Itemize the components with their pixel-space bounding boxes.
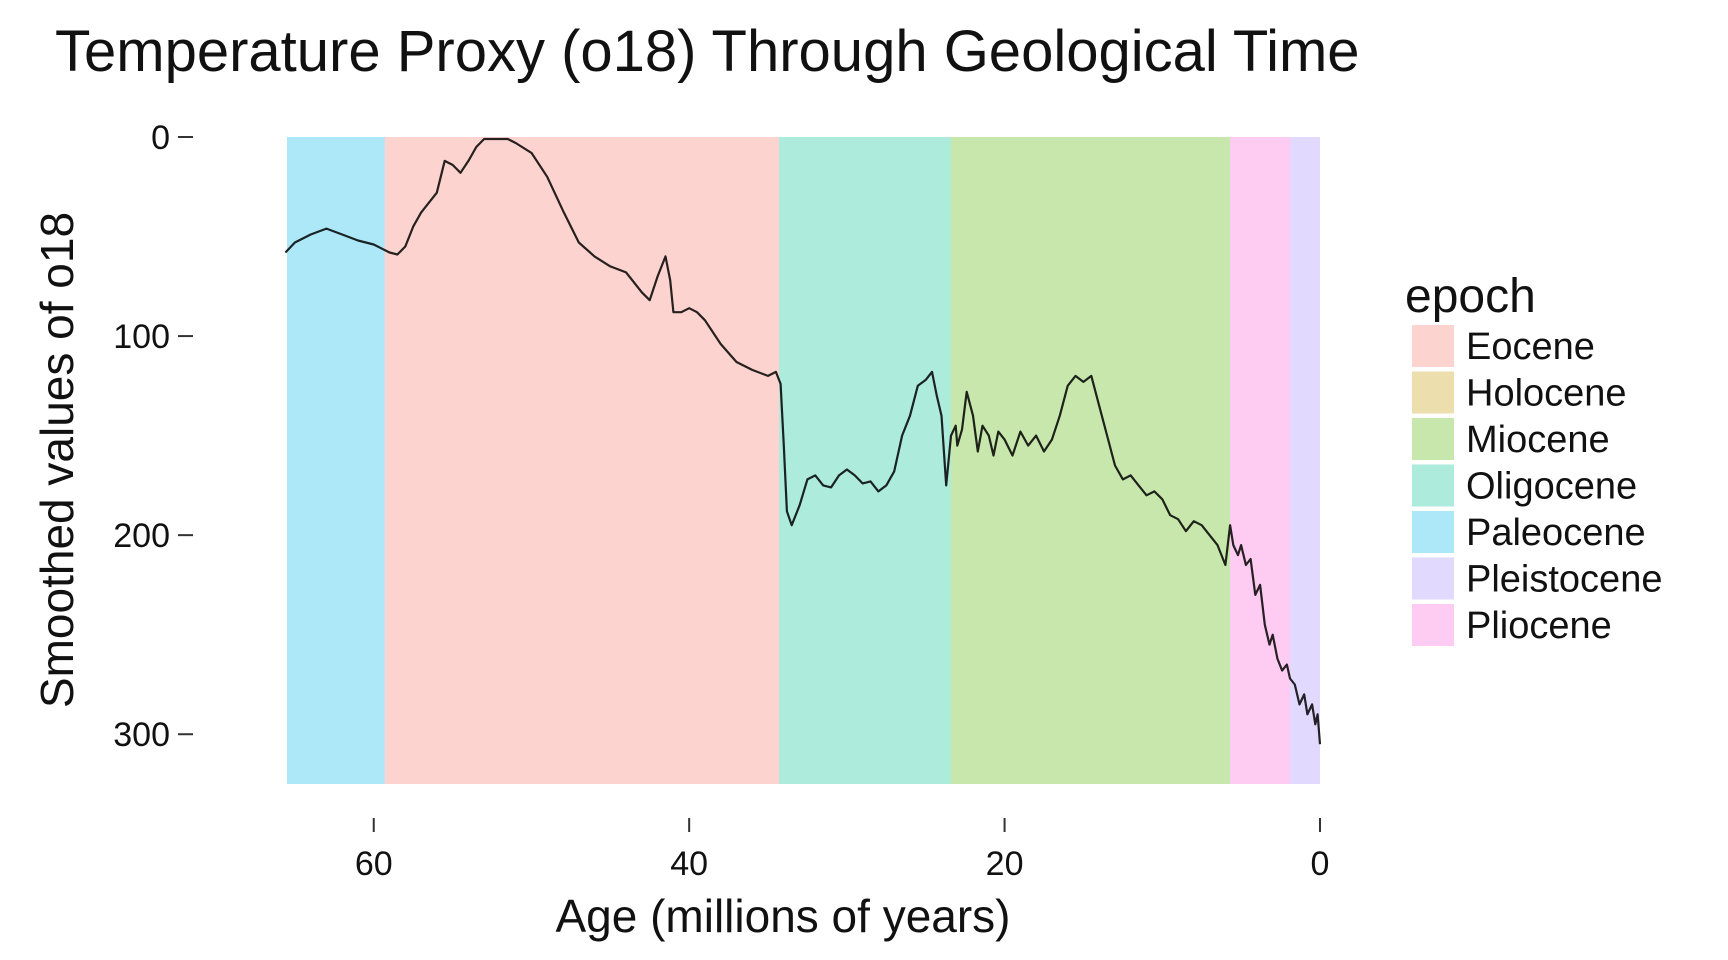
x-axis: 60 40 20 0 bbox=[355, 818, 1330, 883]
y-axis-title: Smoothed values of o18 bbox=[31, 212, 83, 708]
epoch-band-pleistocene bbox=[1290, 137, 1320, 784]
legend-title: epoch bbox=[1405, 270, 1536, 323]
chart-title: Temperature Proxy (o18) Through Geologic… bbox=[55, 19, 1360, 84]
epoch-band-miocene bbox=[950, 137, 1231, 784]
y-axis: 0 100 200 300 bbox=[113, 119, 193, 754]
legend-swatch-pleistocene bbox=[1412, 557, 1454, 600]
x-tick-label-40: 40 bbox=[670, 845, 708, 883]
legend-swatch-eocene bbox=[1412, 325, 1454, 367]
legend-label-pleistocene: Pleistocene bbox=[1466, 559, 1662, 601]
legend-swatch-pliocene bbox=[1412, 604, 1454, 646]
x-tick-label-0: 0 bbox=[1311, 845, 1330, 883]
legend-label-oligocene: Oligocene bbox=[1466, 466, 1637, 508]
epoch-band-eocene bbox=[384, 137, 780, 784]
legend-label-miocene: Miocene bbox=[1466, 419, 1610, 461]
epoch-band-oligocene bbox=[779, 137, 951, 784]
legend-label-paleocene: Paleocene bbox=[1466, 512, 1646, 554]
series-layer bbox=[284, 137, 1322, 745]
legend-swatch-oligocene bbox=[1412, 464, 1454, 507]
legend-swatch-miocene bbox=[1412, 418, 1454, 460]
y-tick-label-100: 100 bbox=[113, 318, 170, 356]
legend-label-eocene: Eocene bbox=[1466, 326, 1595, 368]
epoch-band-paleocene bbox=[287, 137, 385, 784]
y-tick-label-200: 200 bbox=[113, 517, 170, 555]
legend-swatch-holocene bbox=[1412, 371, 1454, 414]
y-tick-label-0: 0 bbox=[151, 119, 170, 157]
legend-label-holocene: Holocene bbox=[1466, 373, 1627, 415]
series-line-0 bbox=[284, 137, 1322, 745]
legend-swatch-paleocene bbox=[1412, 511, 1454, 553]
x-tick-label-20: 20 bbox=[986, 845, 1024, 883]
x-axis-title: Age (millions of years) bbox=[555, 890, 1010, 942]
legend-label-pliocene: Pliocene bbox=[1466, 605, 1612, 647]
y-tick-label-300: 300 bbox=[113, 716, 170, 754]
epoch-bands bbox=[287, 137, 1320, 784]
epoch-band-pliocene bbox=[1230, 137, 1291, 784]
x-tick-label-60: 60 bbox=[355, 845, 393, 883]
